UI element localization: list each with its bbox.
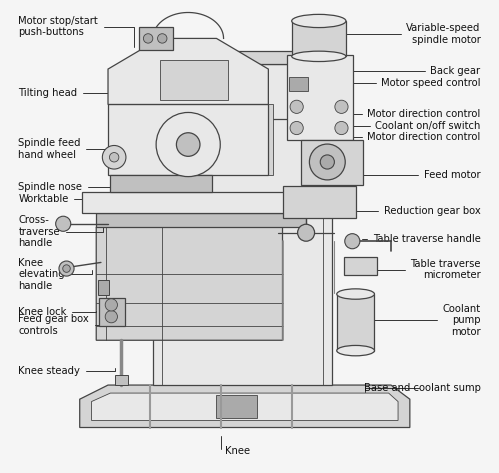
Text: Cross-
traverse
handle: Cross- traverse handle	[18, 215, 103, 248]
Polygon shape	[287, 55, 353, 140]
Circle shape	[290, 100, 303, 114]
Bar	[139, 26, 173, 50]
Circle shape	[56, 216, 71, 231]
Text: Knee steady: Knee steady	[18, 366, 115, 376]
Bar	[115, 375, 128, 385]
Text: Base and coolant sump: Base and coolant sump	[364, 383, 481, 394]
Bar	[245, 105, 273, 175]
Circle shape	[297, 224, 314, 241]
Text: Motor speed control: Motor speed control	[325, 78, 481, 88]
Ellipse shape	[292, 14, 346, 27]
Bar	[337, 294, 374, 350]
Text: Knee lock: Knee lock	[18, 307, 96, 317]
Circle shape	[335, 122, 348, 135]
Circle shape	[158, 34, 167, 43]
Text: Motor direction control: Motor direction control	[327, 132, 481, 142]
Bar	[217, 395, 256, 418]
Circle shape	[309, 144, 345, 180]
Text: Motor direction control: Motor direction control	[327, 109, 481, 119]
Circle shape	[177, 133, 200, 156]
Bar	[301, 140, 363, 184]
Text: Table traverse
micrometer: Table traverse micrometer	[358, 259, 481, 280]
Circle shape	[59, 261, 74, 276]
Bar	[158, 51, 332, 64]
Circle shape	[102, 146, 126, 169]
Text: Motor stop/start
push-buttons: Motor stop/start push-buttons	[18, 16, 134, 47]
Text: Table traverse handle: Table traverse handle	[362, 234, 481, 244]
Circle shape	[335, 100, 348, 114]
Text: Spindle nose: Spindle nose	[18, 182, 124, 192]
Circle shape	[105, 311, 117, 323]
Text: Feed gear box
controls: Feed gear box controls	[18, 315, 101, 336]
Text: Worktable: Worktable	[18, 194, 131, 204]
Circle shape	[109, 153, 119, 162]
Bar	[282, 185, 356, 218]
Bar	[98, 280, 109, 296]
Circle shape	[345, 234, 360, 249]
Bar	[153, 64, 332, 385]
Circle shape	[63, 265, 70, 272]
Text: Knee: Knee	[221, 437, 250, 456]
Ellipse shape	[337, 345, 374, 356]
Polygon shape	[108, 105, 268, 175]
Circle shape	[290, 122, 303, 135]
Bar	[153, 64, 332, 119]
Text: Spindle feed
hand wheel: Spindle feed hand wheel	[18, 139, 112, 160]
Polygon shape	[80, 385, 410, 428]
Text: Variable-speed
spindle motor: Variable-speed spindle motor	[325, 23, 481, 44]
Text: Feed motor: Feed motor	[352, 170, 481, 180]
Polygon shape	[91, 393, 398, 420]
Circle shape	[156, 113, 220, 176]
Polygon shape	[96, 213, 306, 227]
Polygon shape	[108, 38, 268, 105]
Bar	[99, 298, 125, 326]
Polygon shape	[82, 192, 330, 213]
Polygon shape	[110, 175, 212, 192]
Bar	[160, 60, 228, 100]
Polygon shape	[96, 223, 282, 340]
Text: Reduction gear box: Reduction gear box	[351, 206, 481, 216]
Circle shape	[320, 155, 334, 169]
Ellipse shape	[292, 51, 346, 61]
Text: Tilting head: Tilting head	[18, 88, 122, 97]
Ellipse shape	[337, 289, 374, 299]
Circle shape	[105, 299, 117, 311]
Text: Coolant
pump
motor: Coolant pump motor	[360, 304, 481, 337]
Text: Back gear: Back gear	[327, 66, 481, 77]
Circle shape	[143, 34, 153, 43]
Bar	[292, 21, 346, 56]
Text: Coolant on/off switch: Coolant on/off switch	[327, 121, 481, 131]
Bar	[288, 77, 307, 91]
Bar	[344, 257, 377, 275]
Text: Knee
elevating
handle: Knee elevating handle	[18, 258, 91, 291]
